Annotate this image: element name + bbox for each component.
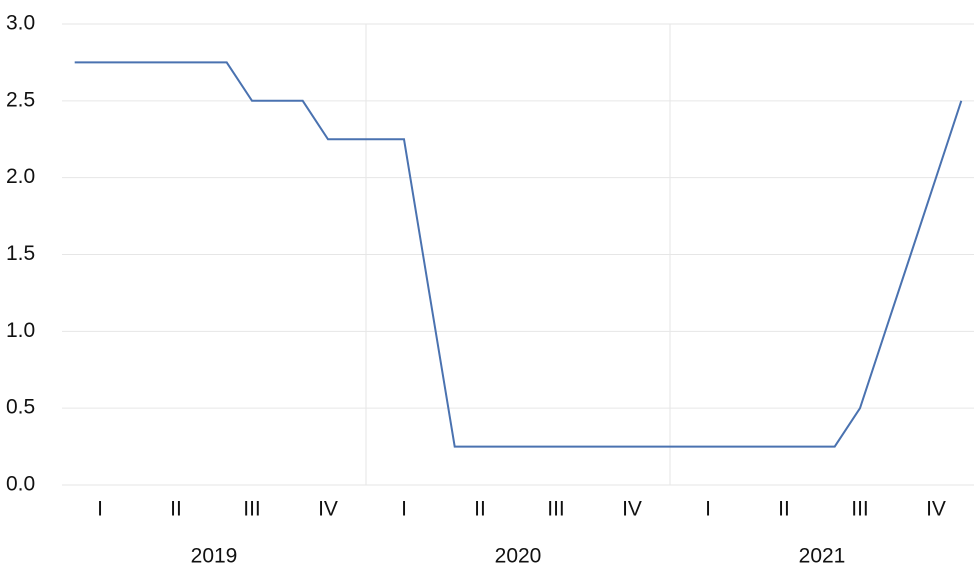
y-tick-label: 0.0 — [6, 473, 35, 496]
x-tick-label: II — [170, 498, 182, 521]
y-tick-label: 2.5 — [6, 88, 35, 111]
y-tick-label: 0.5 — [6, 396, 35, 419]
x-tick-label: III — [851, 498, 869, 521]
x-tick-label: III — [547, 498, 565, 521]
x-tick-label: III — [243, 498, 261, 521]
x-tick-label: IV — [318, 498, 338, 521]
y-tick-label: 1.0 — [6, 319, 35, 342]
x-tick-label: I — [97, 498, 103, 521]
x-group-label: 2021 — [799, 545, 846, 568]
y-tick-label: 3.0 — [6, 12, 35, 35]
y-tick-label: 2.0 — [6, 165, 35, 188]
y-tick-label: 1.5 — [6, 242, 35, 265]
x-tick-label: I — [401, 498, 407, 521]
x-group-label: 2020 — [495, 545, 542, 568]
x-tick-label: II — [778, 498, 790, 521]
x-tick-label: II — [474, 498, 486, 521]
x-tick-label: IV — [622, 498, 642, 521]
x-tick-label: IV — [926, 498, 946, 521]
x-tick-label: I — [705, 498, 711, 521]
x-group-label: 2019 — [191, 545, 238, 568]
data-line — [74, 61, 963, 448]
